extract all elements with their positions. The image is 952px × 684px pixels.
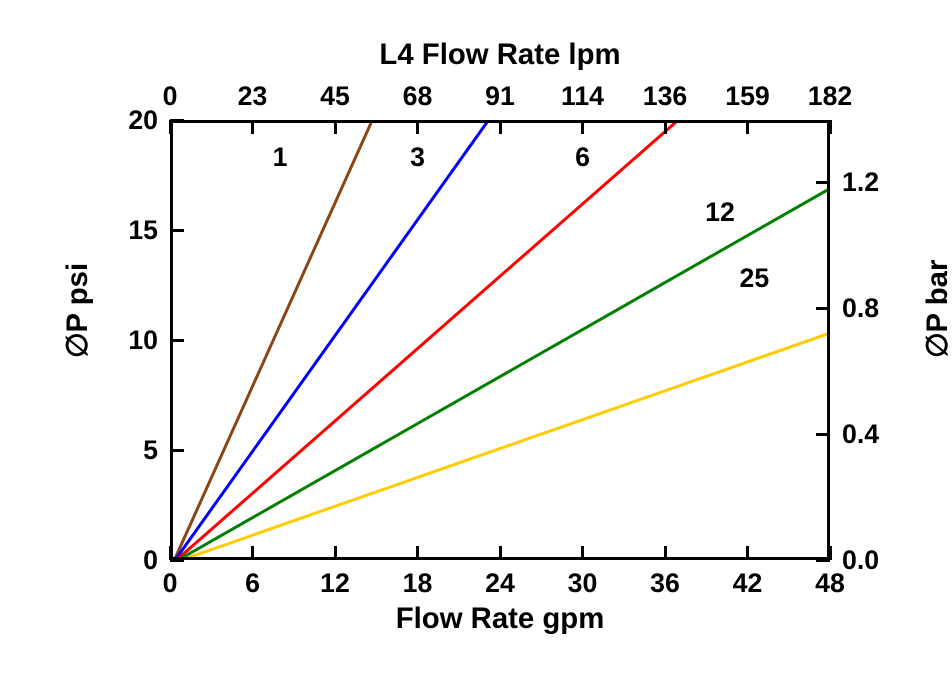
x-top-tick-label: 182: [808, 81, 852, 112]
plot-inner: [173, 123, 827, 557]
y-right-tick-label: 1.2: [842, 167, 879, 198]
series-label-12: 12: [705, 197, 735, 228]
x-top-tick: [499, 120, 502, 134]
y-right-axis-label: ∅P bar: [920, 259, 952, 357]
y-left-tick: [170, 229, 184, 232]
x-bottom-tick-label: 48: [815, 568, 845, 599]
series-label-3: 3: [410, 142, 425, 173]
y-right-tick: [816, 181, 830, 184]
x-bottom-tick-label: 42: [733, 568, 763, 599]
x-bottom-tick: [499, 546, 502, 560]
x-bottom-tick-label: 0: [163, 568, 178, 599]
x-top-tick-label: 91: [485, 81, 515, 112]
x-bottom-tick: [581, 546, 584, 560]
y-right-tick: [816, 559, 830, 562]
y-left-tick-label: 10: [128, 325, 158, 356]
y-left-tick-label: 20: [128, 105, 158, 136]
series-line-25: [173, 123, 827, 557]
x-top-tick-label: 159: [725, 81, 769, 112]
y-right-tick-label: 0.4: [842, 419, 879, 450]
y-right-tick-label: 0.0: [842, 545, 879, 576]
y-left-tick: [170, 119, 184, 122]
x-bottom-tick-label: 12: [320, 568, 350, 599]
x-bottom-axis-label: Flow Rate gpm: [396, 602, 605, 636]
x-top-tick: [416, 120, 419, 134]
series-line-12: [173, 123, 827, 557]
series-line-1: [173, 123, 767, 557]
series-label-6: 6: [575, 142, 590, 173]
series-line-3: [173, 123, 827, 557]
x-bottom-tick-label: 30: [568, 568, 598, 599]
series-label-1: 1: [273, 142, 288, 173]
y-left-tick: [170, 339, 184, 342]
x-top-tick-label: 136: [643, 81, 687, 112]
x-bottom-tick-label: 18: [403, 568, 433, 599]
y-right-tick-label: 0.8: [842, 293, 879, 324]
x-top-tick: [581, 120, 584, 134]
x-bottom-tick-label: 36: [650, 568, 680, 599]
x-top-tick-label: 114: [561, 81, 604, 112]
x-bottom-tick: [664, 546, 667, 560]
x-top-tick: [746, 120, 749, 134]
y-left-tick-label: 15: [128, 215, 158, 246]
y-left-axis-label: ∅P psi: [60, 262, 95, 357]
x-top-tick: [829, 120, 832, 134]
y-right-tick: [816, 433, 830, 436]
x-top-tick-label: 0: [163, 81, 178, 112]
y-left-tick-label: 0: [143, 545, 158, 576]
x-bottom-tick: [251, 546, 254, 560]
x-bottom-tick-label: 6: [245, 568, 260, 599]
y-left-tick: [170, 559, 184, 562]
x-top-tick: [169, 120, 172, 134]
x-bottom-tick: [416, 546, 419, 560]
x-bottom-tick: [334, 546, 337, 560]
x-top-tick: [334, 120, 337, 134]
x-bottom-tick-label: 24: [485, 568, 515, 599]
x-top-title: L4 Flow Rate lpm: [379, 38, 620, 72]
chart-container: L4 Flow Rate lpm Flow Rate gpm ∅P psi ∅P…: [0, 0, 952, 684]
x-top-tick-label: 68: [403, 81, 433, 112]
y-right-tick: [816, 307, 830, 310]
plot-area: [170, 120, 830, 560]
y-left-tick-label: 5: [143, 435, 158, 466]
x-top-tick: [664, 120, 667, 134]
x-top-tick: [251, 120, 254, 134]
x-top-tick-label: 45: [320, 81, 350, 112]
series-lines-svg: [173, 123, 827, 557]
y-left-tick: [170, 449, 184, 452]
series-line-6: [173, 123, 827, 557]
series-label-25: 25: [740, 263, 770, 294]
x-top-tick-label: 23: [238, 81, 268, 112]
x-bottom-tick: [746, 546, 749, 560]
